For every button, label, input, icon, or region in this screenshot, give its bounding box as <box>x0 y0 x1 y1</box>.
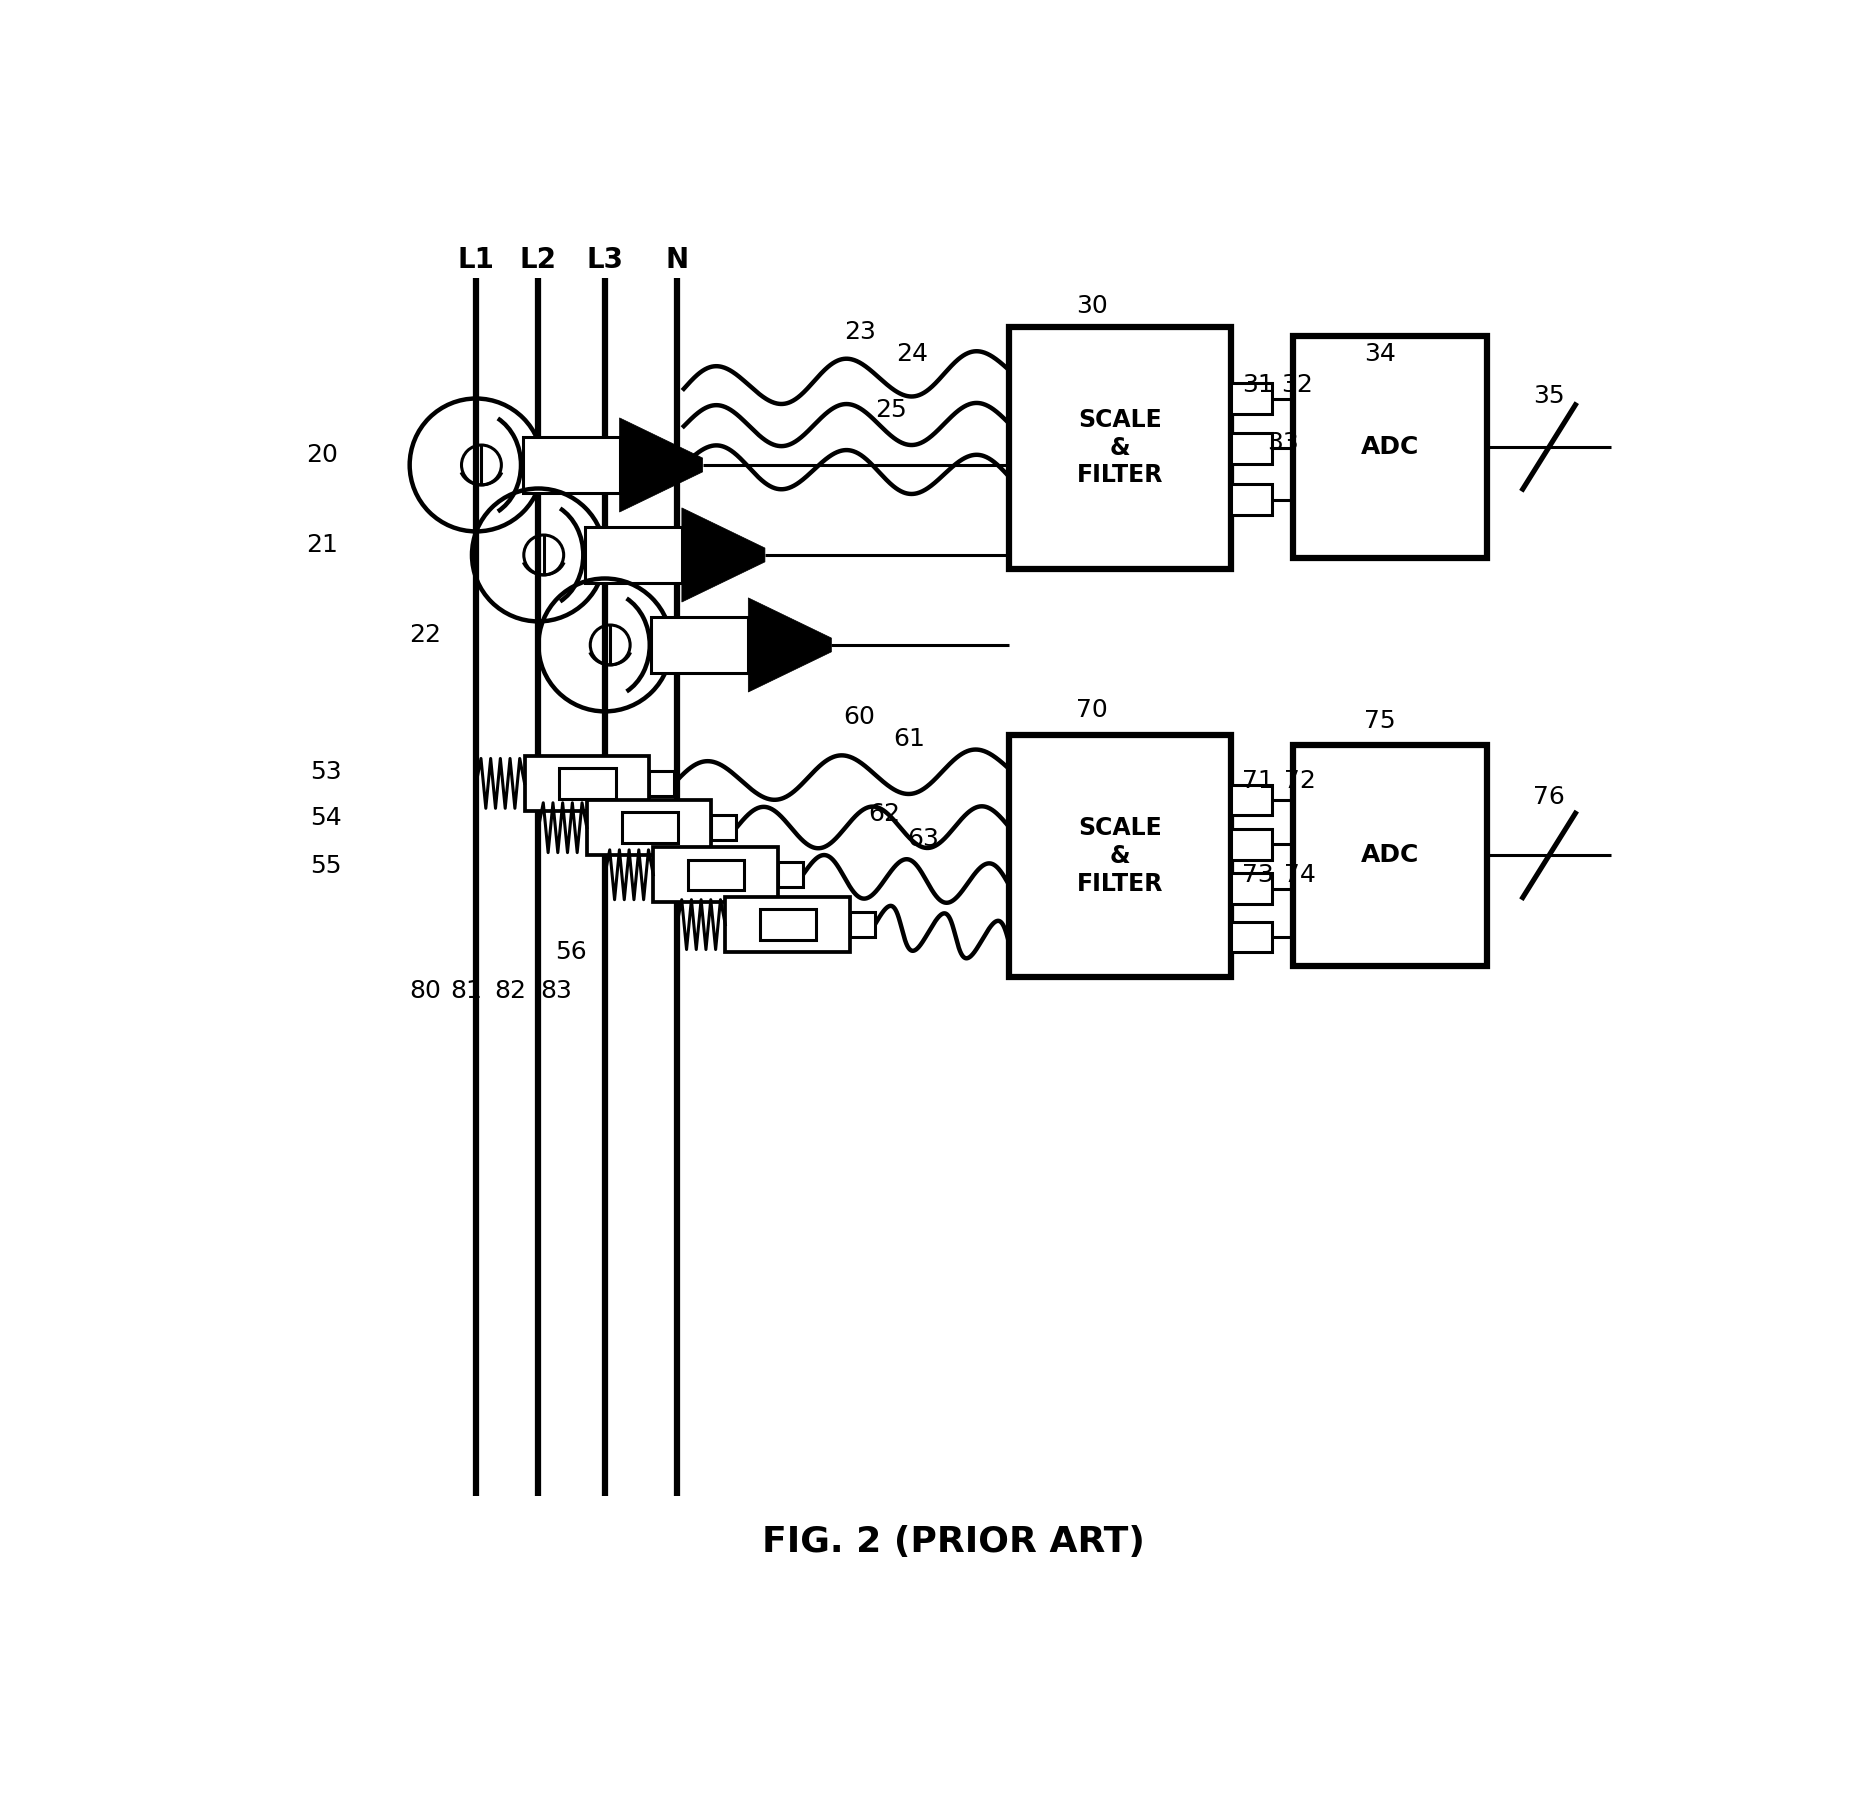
Bar <box>653 847 778 903</box>
Bar <box>689 859 744 890</box>
Text: L3: L3 <box>586 246 623 273</box>
Text: 56: 56 <box>555 940 586 964</box>
Bar <box>586 800 711 856</box>
Text: 70: 70 <box>1076 698 1107 723</box>
Polygon shape <box>620 417 703 512</box>
Text: 24: 24 <box>897 342 929 367</box>
Text: 23: 23 <box>843 320 875 343</box>
Text: 33: 33 <box>1267 432 1299 455</box>
Bar <box>1230 383 1273 414</box>
Text: L2: L2 <box>519 246 556 273</box>
Text: 54: 54 <box>311 806 342 831</box>
Bar <box>584 527 681 583</box>
Text: 83: 83 <box>540 980 573 1003</box>
Polygon shape <box>748 599 832 692</box>
Bar <box>850 912 875 937</box>
Text: 25: 25 <box>875 397 908 421</box>
Text: 63: 63 <box>908 827 940 850</box>
Text: 31: 31 <box>1243 372 1275 397</box>
Bar <box>711 814 737 840</box>
Bar <box>759 910 817 940</box>
Bar <box>622 813 677 843</box>
Bar <box>1293 336 1487 557</box>
Text: 21: 21 <box>305 534 337 557</box>
Bar <box>649 771 674 797</box>
Text: 34: 34 <box>1364 342 1396 367</box>
Bar <box>1293 744 1487 966</box>
Text: 22: 22 <box>409 624 441 647</box>
Text: ADC: ADC <box>1360 843 1420 867</box>
Bar <box>525 755 649 811</box>
Bar <box>651 617 748 672</box>
Bar <box>1230 829 1273 859</box>
Text: 74: 74 <box>1284 863 1316 886</box>
Text: 32: 32 <box>1280 372 1314 397</box>
Text: 55: 55 <box>311 854 342 879</box>
Bar <box>1230 433 1273 464</box>
Text: 35: 35 <box>1533 383 1565 408</box>
Text: 75: 75 <box>1364 708 1396 734</box>
Text: 61: 61 <box>893 726 925 752</box>
Text: L1: L1 <box>458 246 495 273</box>
Polygon shape <box>681 507 765 602</box>
Text: 82: 82 <box>495 980 527 1003</box>
Text: 73: 73 <box>1243 863 1275 886</box>
Text: FIG. 2 (PRIOR ART): FIG. 2 (PRIOR ART) <box>763 1525 1145 1559</box>
Text: SCALE
&
FILTER: SCALE & FILTER <box>1078 408 1163 487</box>
Text: 71: 71 <box>1243 768 1275 793</box>
Bar <box>726 897 850 953</box>
Text: 62: 62 <box>869 802 901 825</box>
Bar <box>523 437 620 493</box>
Text: SCALE
&
FILTER: SCALE & FILTER <box>1078 816 1163 895</box>
Text: ADC: ADC <box>1360 435 1420 458</box>
Text: N: N <box>666 246 689 273</box>
Bar <box>560 768 616 798</box>
Text: 81: 81 <box>450 980 482 1003</box>
Bar <box>1230 484 1273 514</box>
Text: 76: 76 <box>1533 786 1565 809</box>
Text: 80: 80 <box>409 980 441 1003</box>
Text: 53: 53 <box>311 761 342 784</box>
Bar <box>1009 735 1230 978</box>
Bar <box>1230 922 1273 953</box>
Text: 20: 20 <box>305 444 337 467</box>
Bar <box>1230 784 1273 814</box>
Bar <box>778 863 802 886</box>
Text: 72: 72 <box>1284 768 1316 793</box>
Bar <box>1009 327 1230 568</box>
Bar <box>1230 874 1273 904</box>
Text: 60: 60 <box>843 705 875 728</box>
Text: 30: 30 <box>1076 293 1107 318</box>
